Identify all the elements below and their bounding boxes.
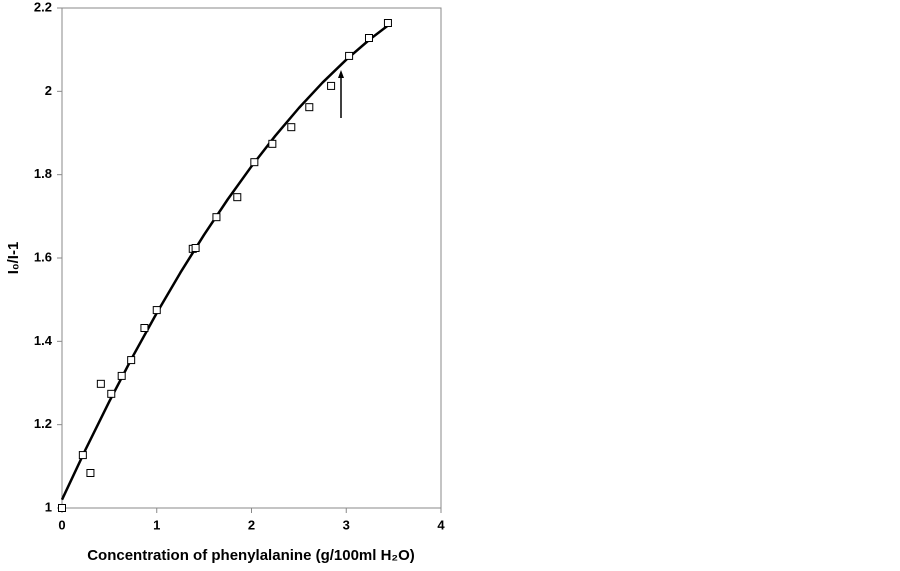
data-point [305, 103, 314, 112]
data-point [327, 81, 336, 90]
y-tick-label: 2 [45, 83, 52, 98]
y-tick-label: 1.8 [34, 166, 52, 181]
x-tick-label: 4 [437, 517, 445, 532]
data-point [58, 504, 66, 512]
data-point [127, 356, 136, 365]
data-point [383, 19, 392, 27]
data-point [191, 244, 200, 252]
x-axis-label: Concentration of phenylalanine (g/100ml … [87, 547, 415, 564]
y-axis-label: I₀/I-1 [5, 242, 22, 275]
data-point [233, 193, 242, 202]
data-point [250, 158, 259, 167]
data-point [364, 34, 373, 42]
data-point [287, 123, 296, 132]
fit-curve [60, 24, 389, 501]
y-tick-label: 1 [45, 499, 52, 514]
data-point [152, 306, 161, 315]
data-point [345, 51, 354, 60]
y-tick-label: 1.2 [34, 416, 52, 431]
x-tick-label: 1 [153, 517, 160, 532]
y-tick-label: 1.4 [34, 333, 53, 348]
arrow [338, 70, 344, 118]
data-point [86, 469, 95, 477]
data-point [140, 324, 149, 332]
data-point [212, 213, 221, 222]
x-tick-label: 3 [343, 517, 350, 532]
data-point [117, 371, 126, 380]
data-point [96, 379, 105, 388]
arrow-head [338, 70, 344, 78]
data-point [78, 451, 87, 460]
y-tick-label: 2.2 [34, 0, 52, 14]
x-tick-label: 0 [58, 517, 65, 532]
plot-frame [61, 7, 442, 509]
data-point [268, 139, 277, 148]
x-tick-label: 2 [248, 517, 255, 532]
data-point [107, 389, 116, 398]
y-tick-label: 1.6 [34, 249, 52, 264]
